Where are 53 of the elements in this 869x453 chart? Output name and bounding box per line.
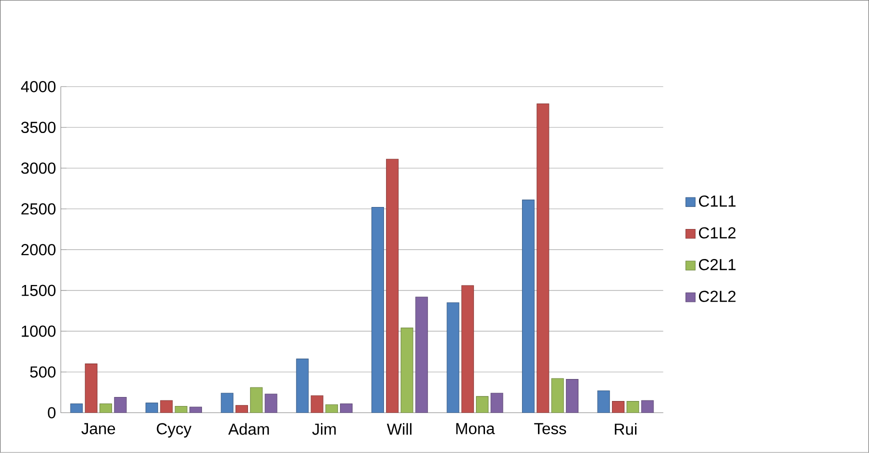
bar bbox=[490, 393, 504, 413]
bar bbox=[536, 104, 550, 413]
y-tick-label: 4000 bbox=[20, 81, 56, 92]
bar bbox=[461, 285, 474, 413]
bar bbox=[641, 400, 654, 413]
bar bbox=[264, 394, 278, 413]
bar bbox=[84, 364, 98, 413]
bar bbox=[189, 406, 202, 413]
legend-label: C2L1 bbox=[698, 259, 736, 270]
bar bbox=[235, 405, 248, 413]
bar bbox=[296, 358, 309, 413]
legend-label: C1L2 bbox=[698, 227, 736, 239]
bar bbox=[146, 402, 158, 413]
y-tick-label: 1000 bbox=[22, 326, 56, 337]
bar bbox=[310, 395, 324, 413]
bar bbox=[220, 393, 234, 413]
x-tick-label: Cycy bbox=[156, 423, 192, 438]
bar bbox=[415, 296, 428, 413]
legend-label: C2L2 bbox=[698, 290, 736, 302]
bar bbox=[400, 328, 414, 413]
bar bbox=[446, 302, 460, 413]
x-tick-label: Tess bbox=[534, 423, 566, 434]
y-tick-label: 0 bbox=[48, 407, 56, 418]
y-tick-label: 1500 bbox=[22, 284, 56, 296]
x-tick-label: Will bbox=[386, 423, 412, 435]
bar bbox=[325, 404, 338, 413]
bar bbox=[174, 406, 188, 413]
x-tick-label: Mona bbox=[456, 423, 495, 434]
bar bbox=[340, 404, 353, 413]
x-tick-label: Adam bbox=[228, 423, 269, 435]
bar bbox=[100, 404, 112, 413]
y-tick-label: 500 bbox=[30, 366, 56, 378]
bar bbox=[250, 387, 263, 413]
bar bbox=[597, 390, 610, 413]
bar bbox=[160, 400, 173, 413]
bar bbox=[626, 401, 640, 413]
bar bbox=[70, 404, 83, 413]
bar bbox=[612, 401, 624, 413]
bar bbox=[522, 200, 535, 413]
bar bbox=[371, 207, 384, 413]
bar bbox=[114, 397, 127, 413]
bar bbox=[476, 396, 489, 413]
y-tick-label: 2000 bbox=[21, 244, 56, 256]
x-tick-label: Jane bbox=[81, 423, 116, 434]
y-tick-label: 2500 bbox=[21, 203, 56, 215]
y-tick-label: 3500 bbox=[21, 122, 56, 134]
x-tick-label: Rui bbox=[614, 423, 636, 435]
bar bbox=[551, 378, 564, 413]
legend-label: C1L1 bbox=[698, 196, 736, 207]
x-tick-label: Jim bbox=[312, 423, 336, 435]
bar bbox=[386, 159, 399, 413]
y-tick-label: 3000 bbox=[21, 162, 56, 174]
bar bbox=[566, 379, 578, 413]
